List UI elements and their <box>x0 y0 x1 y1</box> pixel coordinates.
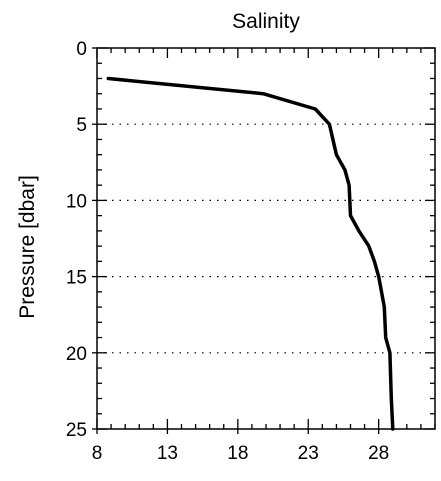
y-tick-label-10: 10 <box>66 191 87 212</box>
x-tick-label-28: 28 <box>368 443 389 464</box>
tick-labels: 0 5 10 15 20 258 13 18 23 28 <box>66 39 389 464</box>
x-tick-label-13: 13 <box>157 443 178 464</box>
x-tick-label-18: 18 <box>227 443 248 464</box>
y-tick-label-5: 5 <box>76 115 87 136</box>
x-tick-label-8: 8 <box>92 443 103 464</box>
y-tick-label-15: 15 <box>66 268 87 289</box>
y-axis-label: Pressure [dbar] <box>16 175 39 319</box>
salinity-series-line <box>106 76 395 431</box>
x-tick-label-23: 23 <box>298 443 319 464</box>
axis-ticks <box>92 47 436 434</box>
chart-title: Salinity <box>232 10 300 33</box>
y-tick-label-0: 0 <box>76 39 87 60</box>
y-tick-label-20: 20 <box>66 344 87 365</box>
plot-frame <box>96 47 436 430</box>
y-tick-label-25: 25 <box>66 420 87 441</box>
